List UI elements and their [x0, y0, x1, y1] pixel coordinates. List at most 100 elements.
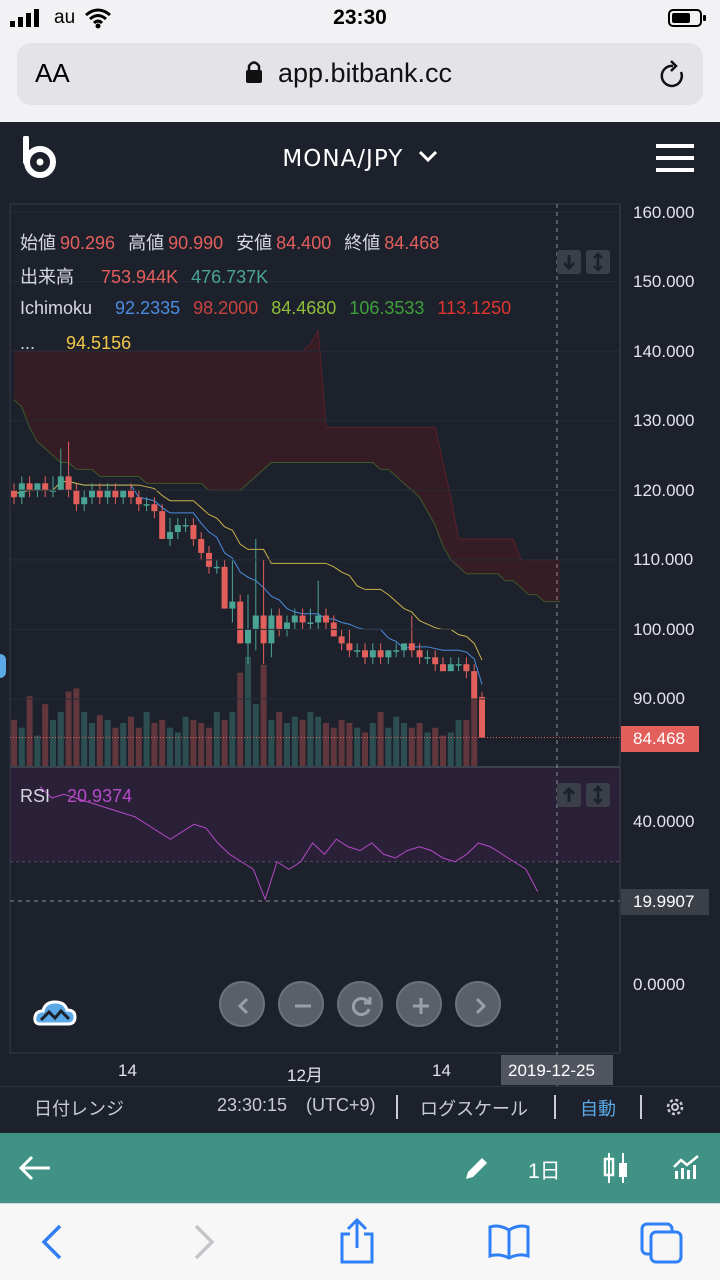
minus-icon [295, 1004, 311, 1008]
candle-body [393, 650, 400, 652]
reset-button[interactable] [337, 981, 383, 1027]
address-field[interactable] [17, 43, 703, 105]
open-value: 90.296 [60, 233, 116, 253]
rsi-pane-scroll-up-button[interactable] [557, 783, 581, 807]
auto-scale-button[interactable]: 自動 [580, 1099, 616, 1119]
volume-label: 出来高 [20, 267, 74, 287]
candle-body [104, 490, 111, 498]
share-icon[interactable] [338, 1218, 376, 1264]
candle-body [354, 650, 361, 652]
candle-body [151, 504, 158, 512]
candle-body [284, 622, 290, 630]
scroll-left-button[interactable] [219, 981, 265, 1027]
candle-body [89, 490, 95, 498]
chevron-down-icon [418, 150, 437, 163]
bookmarks-icon[interactable] [488, 1224, 530, 1260]
candle-body [338, 636, 345, 644]
volume-bar [182, 716, 189, 767]
candle-body [455, 664, 462, 666]
interval-button[interactable]: 1日 [528, 1160, 561, 1183]
tradingview-cloud-icon[interactable] [32, 996, 78, 1028]
gear-icon[interactable] [663, 1095, 687, 1119]
pencil-icon[interactable] [462, 1153, 492, 1183]
senkou-span-a [13, 399, 560, 603]
candle-body [57, 476, 64, 491]
url-text[interactable]: app.bitbank.cc [277, 58, 453, 88]
volume-bar [354, 727, 361, 767]
volume-bar [299, 719, 306, 767]
pair-selector[interactable]: MONA/JPY [0, 146, 720, 172]
candle-body [291, 615, 298, 623]
battery-icon [668, 9, 706, 27]
left-scroll-handle[interactable] [0, 654, 6, 678]
main-pane-resize-button[interactable] [586, 250, 610, 274]
main-pane-scroll-down-button[interactable] [557, 250, 581, 274]
volume-bar [362, 732, 368, 767]
date-range-button[interactable]: 日付レンジ [34, 1099, 124, 1119]
price-tick: 110.000 [633, 550, 694, 569]
candle-body [159, 511, 166, 539]
price-tick: 150.000 [633, 272, 695, 291]
volume-bar [89, 723, 95, 767]
volume-bar [385, 727, 392, 767]
candle-body [416, 650, 423, 658]
candle-body [34, 483, 41, 491]
reader-aa-button[interactable]: AA [35, 58, 70, 88]
candle-body [479, 696, 485, 738]
low-value: 84.400 [276, 233, 332, 253]
volume-bar [221, 719, 228, 767]
zoom-out-button[interactable] [278, 981, 324, 1027]
rsi-band [10, 768, 620, 862]
arrow-updown-icon [593, 252, 603, 272]
candle-body [73, 490, 80, 505]
signal-icon [10, 9, 39, 27]
chart-frame [9, 203, 621, 1086]
log-scale-button[interactable]: ログスケール [420, 1099, 528, 1119]
volume-bar [34, 735, 41, 767]
volume-bar [260, 664, 267, 767]
price-chart[interactable] [0, 196, 720, 1086]
candle-body [323, 615, 329, 623]
candle-body [221, 566, 228, 609]
menu-icon[interactable] [656, 144, 696, 174]
candle-body [424, 657, 431, 659]
rsi-value: 20.9374 [67, 786, 133, 806]
browser-forward-icon[interactable] [192, 1224, 216, 1260]
time-tick: 12月 [287, 1066, 323, 1085]
price-tick: 130.000 [633, 411, 695, 430]
volume-value-2: 476.737K [191, 267, 269, 287]
candles [11, 441, 485, 738]
browser-back-icon[interactable] [40, 1224, 64, 1260]
candlestick-icon[interactable] [603, 1151, 629, 1185]
volume-bar [104, 719, 111, 767]
scroll-right-button[interactable] [455, 981, 501, 1027]
volume-bar [346, 723, 353, 767]
timezone-button[interactable]: (UTC+9) [306, 1095, 376, 1115]
candle-body [362, 650, 368, 658]
candle-body [440, 664, 446, 672]
volume-bar [408, 727, 415, 767]
ichimoku-label: Ichimoku [20, 298, 93, 318]
tabs-icon[interactable] [640, 1222, 684, 1264]
rsi-tick: 0.0000 [633, 975, 685, 994]
candle-body [198, 538, 205, 553]
volume-bar [323, 723, 329, 767]
volume-bar [447, 732, 454, 767]
last-price-tag: 84.468 [621, 726, 699, 752]
indicators-icon[interactable] [672, 1153, 700, 1181]
back-arrow-icon[interactable] [18, 1155, 52, 1181]
rsi-pane-resize-button[interactable] [586, 783, 610, 807]
cloud-fill [14, 330, 560, 602]
ohlc-legend: 始値 90.296 高値 90.990 安値 84.400 終値 84.468 [20, 233, 440, 253]
reload-icon[interactable] [659, 60, 687, 90]
wifi-icon [85, 8, 111, 29]
candle-body [190, 525, 197, 539]
rsi-tick: 40.0000 [633, 812, 695, 831]
zoom-in-button[interactable] [396, 981, 442, 1027]
candle-body [385, 650, 392, 658]
candle-body [213, 566, 220, 569]
price-tick: 90.000 [633, 689, 685, 708]
bitbank-logo-icon[interactable] [20, 136, 60, 180]
candle-body [276, 615, 283, 630]
volume-bar [455, 719, 462, 767]
